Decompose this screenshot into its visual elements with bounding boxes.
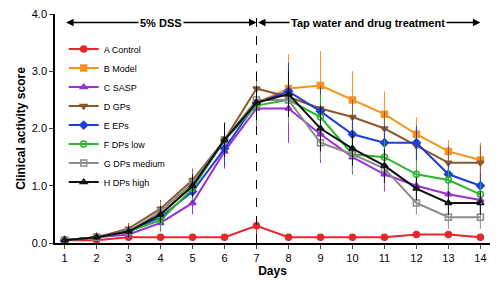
svg-text:B Model: B Model — [104, 64, 137, 74]
svg-text:A Control: A Control — [104, 45, 141, 55]
svg-text:F DPs low: F DPs low — [104, 140, 146, 150]
svg-text:Clinical activity score: Clinical activity score — [14, 67, 28, 190]
svg-text:9: 9 — [317, 252, 323, 264]
svg-text:6: 6 — [221, 252, 227, 264]
svg-text:3.0: 3.0 — [32, 65, 47, 77]
svg-text:3: 3 — [126, 252, 132, 264]
svg-text:D GPs: D GPs — [104, 102, 131, 112]
svg-text:2.0: 2.0 — [32, 122, 47, 134]
svg-text:8: 8 — [285, 252, 291, 264]
svg-text:12: 12 — [410, 252, 422, 264]
svg-text:G DPs medium: G DPs medium — [104, 159, 165, 169]
svg-text:2: 2 — [94, 252, 100, 264]
svg-text:H DPs high: H DPs high — [104, 178, 150, 188]
svg-text:4: 4 — [157, 252, 163, 264]
svg-text:10: 10 — [346, 252, 358, 264]
svg-text:Days: Days — [258, 264, 287, 278]
svg-text:4.0: 4.0 — [32, 8, 47, 20]
svg-text:13: 13 — [442, 252, 454, 264]
svg-text:1.0: 1.0 — [32, 180, 47, 192]
svg-text:11: 11 — [379, 252, 390, 264]
svg-text:7: 7 — [253, 252, 259, 264]
svg-text:5% DSS: 5% DSS — [140, 17, 182, 29]
svg-text:0.0: 0.0 — [32, 237, 47, 249]
svg-text:Tap water and drug treatment: Tap water and drug treatment — [291, 17, 445, 29]
svg-text:14: 14 — [474, 252, 486, 264]
svg-text:1: 1 — [62, 252, 68, 264]
svg-text:C SASP: C SASP — [104, 83, 137, 93]
svg-text:5: 5 — [189, 252, 195, 264]
svg-text:E EPs: E EPs — [104, 121, 130, 131]
